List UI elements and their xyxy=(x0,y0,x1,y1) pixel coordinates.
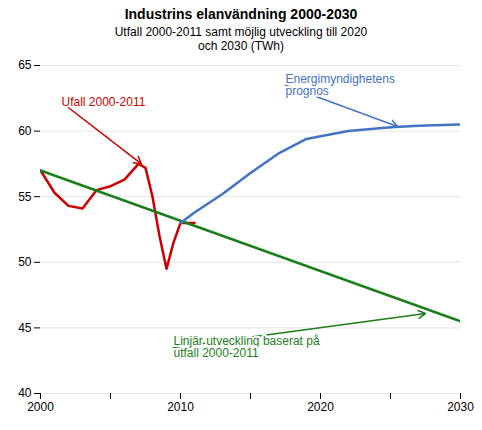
svg-text:2030: 2030 xyxy=(447,400,474,414)
svg-text:2000: 2000 xyxy=(27,400,54,414)
html-text:Utfall 2000-2011 samt möjlig u: Utfall 2000-2011 samt möjlig utveckling … xyxy=(114,25,368,53)
svg-text:45: 45 xyxy=(18,321,32,335)
svg-text:2010: 2010 xyxy=(167,400,194,414)
svg-text:60: 60 xyxy=(18,124,32,138)
svg-text:65: 65 xyxy=(18,58,32,72)
svg-text:40: 40 xyxy=(18,386,32,400)
svg-text:55: 55 xyxy=(18,190,32,204)
svg-text:Ufall 2000-2011: Ufall 2000-2011 xyxy=(62,95,146,109)
svg-text:Linjär utveckling baserat påut: Linjär utveckling baserat påutfall 2000-… xyxy=(174,334,320,360)
html-text:Industrins elanvändning 2000-2: Industrins elanvändning 2000-2030 xyxy=(124,6,358,22)
svg-text:50: 50 xyxy=(18,255,32,269)
svg-text:2020: 2020 xyxy=(307,400,334,414)
svg-text:Energimyndighetensprognos: Energimyndighetensprognos xyxy=(286,72,395,98)
